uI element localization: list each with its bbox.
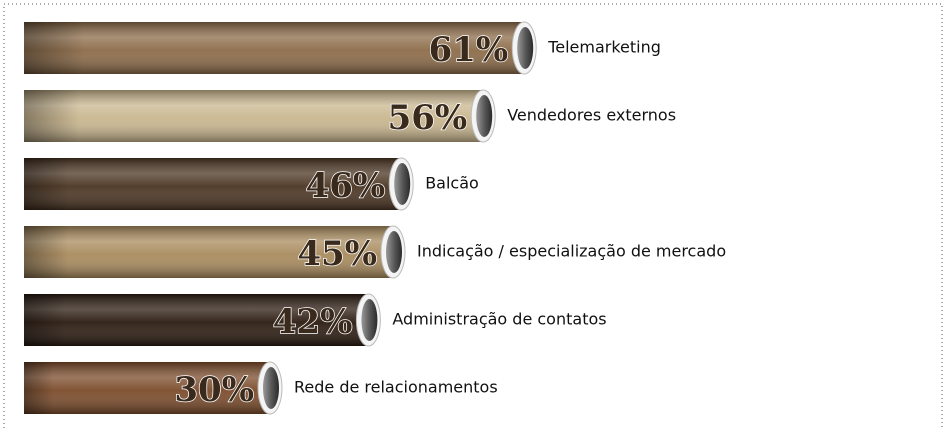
value-label: 30% xyxy=(174,370,254,410)
category-label: Telemarketing xyxy=(547,38,661,57)
bar-cap xyxy=(386,231,402,273)
frame xyxy=(3,3,943,428)
bar-shade xyxy=(24,362,270,414)
bar-shade xyxy=(24,294,369,346)
category-label: Administração de contatos xyxy=(392,310,606,329)
category-label: Vendedores externos xyxy=(507,106,676,125)
bar-shade xyxy=(24,158,402,210)
category-label: Balcão xyxy=(425,174,479,193)
category-label: Indicação / especialização de mercado xyxy=(417,242,726,261)
value-label: 46% xyxy=(306,166,386,206)
bar-shade xyxy=(24,90,484,142)
bar-cap xyxy=(476,95,493,137)
bar-cap xyxy=(394,163,411,205)
category-label: Rede de relacionamentos xyxy=(294,378,498,397)
value-label: 42% xyxy=(273,302,353,342)
bar-shade xyxy=(24,22,525,74)
bar-cap xyxy=(263,367,279,409)
bar-cap xyxy=(361,299,378,341)
value-label: 56% xyxy=(388,98,468,138)
bar-cap xyxy=(517,27,534,69)
bar-shade xyxy=(24,226,393,278)
value-label: 45% xyxy=(297,234,377,274)
value-label: 61% xyxy=(429,30,509,70)
